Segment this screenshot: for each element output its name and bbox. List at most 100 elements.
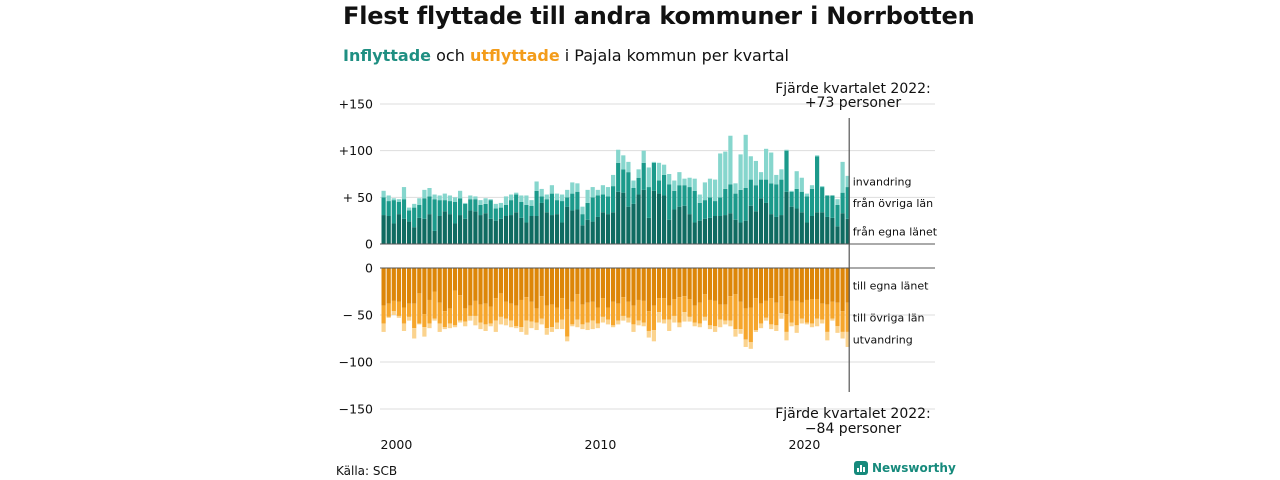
bar-in-segment xyxy=(769,183,774,215)
annotation-bottom-label: Fjärde kvartalet 2022: xyxy=(775,406,931,422)
bar-in-segment xyxy=(692,190,697,223)
bar-out-segment xyxy=(498,293,503,317)
bar-out-segment xyxy=(697,268,702,303)
bar-out-segment xyxy=(769,298,774,325)
bar-in-segment xyxy=(718,153,723,198)
bar-out-segment xyxy=(713,326,718,332)
bar-in-segment xyxy=(636,169,641,178)
bar-in-segment xyxy=(432,230,437,244)
bar-out-segment xyxy=(809,268,815,300)
bar-in-segment xyxy=(600,194,605,213)
bar-in-segment xyxy=(529,200,534,206)
segment-label-in: från övriga län xyxy=(853,197,933,210)
bar-out-segment xyxy=(758,268,764,304)
bar-in-segment xyxy=(809,185,815,189)
bar-out-segment xyxy=(830,268,835,302)
bar-out-segment xyxy=(835,326,840,333)
bar-in-segment xyxy=(733,183,738,194)
y-tick-label-bottom: −150 xyxy=(339,402,373,417)
bar-in-segment xyxy=(825,216,830,244)
bar-out-segment xyxy=(845,268,850,303)
bar-out-segment xyxy=(488,306,493,324)
bar-in-segment xyxy=(621,169,626,193)
segment-labels: från egna länet från övriga län invandring… xyxy=(853,175,938,346)
bar-out-segment xyxy=(738,268,743,302)
bar-out-segment xyxy=(641,268,646,301)
bar-in-segment xyxy=(488,200,493,219)
bar-in-segment xyxy=(560,222,565,244)
bar-out-segment xyxy=(483,324,488,331)
bar-out-segment xyxy=(677,268,682,298)
bar-out-segment xyxy=(401,268,407,308)
bar-out-segment xyxy=(514,305,519,327)
bar-out-segment xyxy=(386,303,391,317)
bar-out-segment xyxy=(697,323,702,328)
bar-in-segment xyxy=(784,191,789,244)
bar-out-segment xyxy=(713,268,718,301)
bar-in-segment xyxy=(611,212,616,244)
bar-out-segment xyxy=(723,320,728,325)
bar-out-segment xyxy=(845,302,850,332)
bar-out-segment xyxy=(468,305,473,316)
bar-in-segment xyxy=(422,218,427,244)
bar-out-segment xyxy=(503,268,509,302)
bar-in-segment xyxy=(656,193,662,244)
bar-out-segment xyxy=(570,268,575,302)
bar-in-segment xyxy=(758,179,764,199)
bar-out-segment xyxy=(616,320,621,325)
y-tick-label-bottom: −100 xyxy=(339,355,373,370)
bar-in-segment xyxy=(651,161,656,163)
bar-out-segment xyxy=(458,268,463,296)
bar-out-segment xyxy=(590,301,595,321)
bar-out-segment xyxy=(600,268,605,299)
bar-in-segment xyxy=(560,194,565,202)
bar-out-segment xyxy=(590,320,595,330)
bar-in-segment xyxy=(611,186,616,213)
bar-in-segment xyxy=(662,174,667,196)
bar-out-segment xyxy=(458,320,463,323)
bar-in-segment xyxy=(692,222,697,244)
bar-out-segment xyxy=(590,268,595,302)
bar-out-segment xyxy=(514,268,519,306)
bar-out-segment xyxy=(473,268,478,301)
bar-in-segment xyxy=(386,195,391,202)
bar-out-segment xyxy=(391,311,396,315)
bar-in-segment xyxy=(463,203,468,219)
bar-in-segment xyxy=(600,185,605,195)
bar-in-segment xyxy=(575,209,580,244)
bar-out-segment xyxy=(503,301,509,319)
bar-out-segment xyxy=(692,322,697,327)
bar-out-segment xyxy=(728,320,733,327)
bar-in-segment xyxy=(794,171,799,189)
bar-in-segment xyxy=(733,219,738,244)
bar-out-segment xyxy=(667,268,672,306)
bar-in-segment xyxy=(764,202,769,244)
bar-out-segment xyxy=(381,268,386,306)
bar-out-segment xyxy=(692,268,697,306)
bar-in-segment xyxy=(452,202,458,224)
bar-in-segment xyxy=(595,195,600,217)
bar-out-segment xyxy=(723,304,728,321)
bar-in-segment xyxy=(386,216,391,244)
bar-out-segment xyxy=(442,268,447,312)
bar-out-segment xyxy=(682,312,687,322)
bar-in-segment xyxy=(815,156,820,213)
bar-out-segment xyxy=(407,303,412,317)
bar-in-segment xyxy=(830,195,835,218)
source-note: Källa: SCB xyxy=(336,464,398,478)
bar-out-segment xyxy=(493,268,498,299)
bar-in-segment xyxy=(626,206,631,244)
bar-in-segment xyxy=(412,207,417,228)
bar-in-segment xyxy=(401,199,407,219)
bar-in-segment xyxy=(764,148,769,180)
bar-out-segment xyxy=(534,308,539,323)
bar-out-segment xyxy=(789,268,794,301)
bar-out-segment xyxy=(570,301,575,325)
bar-in-segment xyxy=(672,180,677,191)
bar-in-segment xyxy=(544,194,549,200)
bar-in-segment xyxy=(524,195,529,205)
bar-in-segment xyxy=(407,207,412,211)
bar-in-segment xyxy=(478,215,483,244)
bar-in-segment xyxy=(529,205,534,216)
bar-in-segment xyxy=(483,203,488,214)
